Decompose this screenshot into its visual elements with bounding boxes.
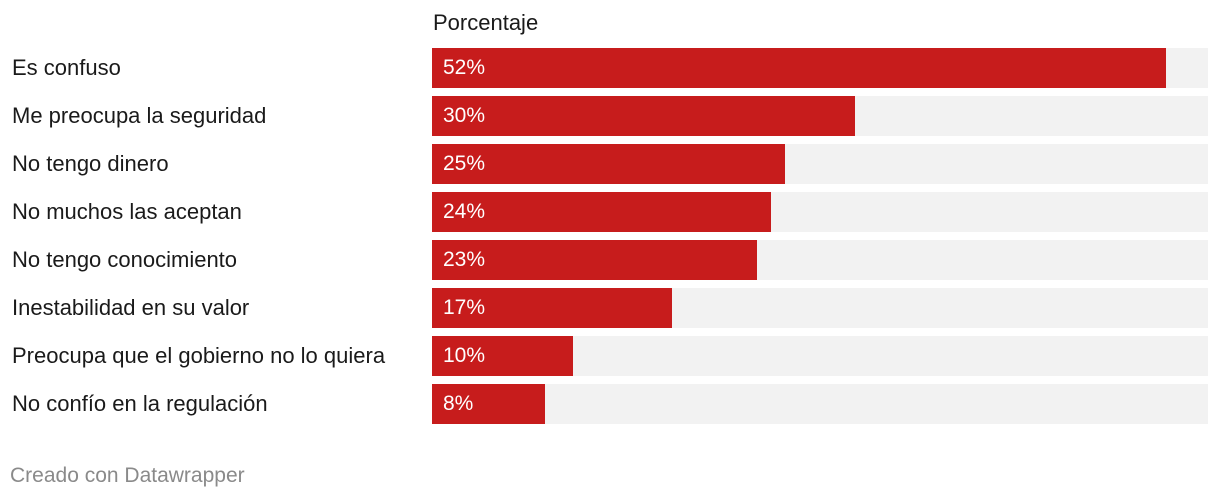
- bar-value-label: 24%: [443, 200, 486, 223]
- bar: 8%: [432, 384, 545, 424]
- bar-row: Es confuso 52%: [0, 48, 1220, 88]
- bar-row: No muchos las aceptan 24%: [0, 192, 1220, 232]
- bar: 17%: [432, 288, 672, 328]
- bar-row: Inestabilidad en su valor 17%: [0, 288, 1220, 328]
- bar-row: No confío en la regulación 8%: [0, 384, 1220, 424]
- bar-row: Me preocupa la seguridad 30%: [0, 96, 1220, 136]
- category-label: No confío en la regulación: [12, 391, 268, 416]
- bar-track: 25%: [432, 144, 1208, 184]
- footer-credit: Creado con Datawrapper: [10, 464, 245, 487]
- bar-value-label: 52%: [443, 56, 486, 79]
- bar-row: No tengo conocimiento 23%: [0, 240, 1220, 280]
- bar: 25%: [432, 144, 785, 184]
- bar-track: 8%: [432, 384, 1208, 424]
- bar-track: 30%: [432, 96, 1208, 136]
- category-label: No tengo conocimiento: [12, 247, 238, 272]
- category-label: Me preocupa la seguridad: [12, 103, 267, 128]
- category-label: Inestabilidad en su valor: [12, 295, 250, 320]
- category-label: No muchos las aceptan: [12, 199, 242, 224]
- bar-value-label: 17%: [443, 296, 486, 319]
- bar: 30%: [432, 96, 855, 136]
- category-label: Preocupa que el gobierno no lo quiera: [12, 343, 386, 368]
- bar-row: No tengo dinero 25%: [0, 144, 1220, 184]
- bar-value-label: 30%: [443, 104, 486, 127]
- bar-track: 24%: [432, 192, 1208, 232]
- bar-value-label: 8%: [443, 392, 474, 415]
- bar: 24%: [432, 192, 771, 232]
- bar-row: Preocupa que el gobierno no lo quiera 10%: [0, 336, 1220, 376]
- column-header: Porcentaje: [433, 10, 539, 35]
- category-label: Es confuso: [12, 55, 121, 80]
- bar-value-label: 23%: [443, 248, 486, 271]
- bar-track: 10%: [432, 336, 1208, 376]
- category-label: No tengo dinero: [12, 151, 169, 176]
- bar: 52%: [432, 48, 1166, 88]
- bar-value-label: 10%: [443, 344, 486, 367]
- bar-track: 17%: [432, 288, 1208, 328]
- bar-track: 52%: [432, 48, 1208, 88]
- bar-track: 23%: [432, 240, 1208, 280]
- bar-value-label: 25%: [443, 152, 486, 175]
- bar: 10%: [432, 336, 573, 376]
- bar: 23%: [432, 240, 757, 280]
